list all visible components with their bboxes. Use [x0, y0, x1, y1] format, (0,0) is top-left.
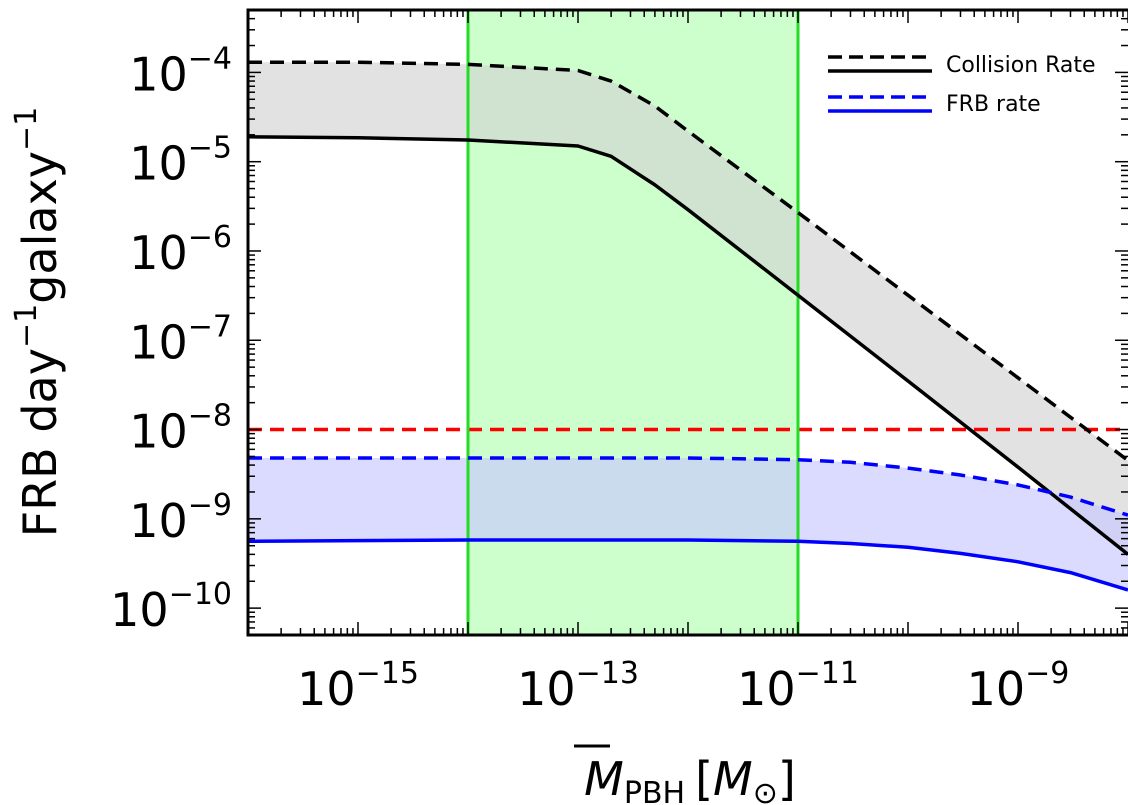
x-axis-subscript: PBH — [624, 776, 685, 805]
x-tick-label-exponent: −9 — [1025, 656, 1069, 691]
y-tick-label: 10−10 — [110, 577, 232, 637]
x-tick-label: 10−15 — [297, 656, 419, 716]
x-axis-title: MPBH [M⊙] — [584, 752, 796, 805]
y-tick-label: 10−9 — [129, 488, 232, 548]
y-tick-label: 10−5 — [129, 131, 232, 191]
frb-rate-upper-line — [248, 456, 1128, 517]
y-tick-label-exponent: −10 — [169, 577, 232, 612]
x-tick-label: 10−11 — [737, 656, 859, 716]
y-tick-label-base: 10 — [129, 226, 188, 280]
y-axis-part1: FRB day — [13, 348, 67, 537]
x-tick-label-exponent: −11 — [796, 656, 859, 691]
legend: Collision Rate FRB rate — [828, 53, 1096, 117]
x-tick-label-base: 10 — [297, 662, 356, 716]
y-tick-label-exponent: −9 — [188, 488, 232, 523]
y-tick-label-base: 10 — [129, 494, 188, 548]
y-tick-label: 10−4 — [129, 41, 232, 101]
plot-frame — [246, 8, 1128, 637]
legend-label-frb-rate: FRB rate — [946, 92, 1041, 117]
y-tick-label-exponent: −7 — [188, 309, 232, 344]
x-tick-label: 10−9 — [967, 656, 1070, 716]
collision-rate-band — [248, 62, 1128, 555]
y-tick-label-base: 10 — [129, 405, 188, 459]
y-tick-label-exponent: −6 — [188, 220, 232, 255]
x-axis-symbol: M — [584, 752, 624, 805]
frb-rate-lower-line — [248, 538, 1128, 592]
y-axis-title: FRB day−1galaxy−1 — [9, 107, 67, 538]
collision-rate-upper-line — [248, 60, 1128, 462]
y-axis-exp2: −1 — [9, 107, 44, 151]
y-tick-label-exponent: −4 — [188, 41, 232, 76]
y-tick-label: 10−8 — [129, 399, 232, 459]
x-tick-label: 10−13 — [517, 656, 639, 716]
x-tick-label-base: 10 — [737, 662, 796, 716]
x-tick-label-base: 10 — [967, 662, 1026, 716]
y-axis-part2: galaxy — [13, 151, 67, 304]
y-tick-label-exponent: −5 — [188, 131, 232, 166]
y-tick-label-base: 10 — [110, 583, 169, 637]
y-tick-label-base: 10 — [129, 315, 188, 369]
collision-rate-lower-line — [248, 135, 1128, 556]
x-axis-unit-close: ] — [778, 752, 796, 805]
y-tick-label-base: 10 — [129, 137, 188, 191]
x-axis-unit-subscript: ⊙ — [753, 776, 778, 805]
x-axis-unit-open: [ — [695, 752, 713, 805]
y-axis-exp1: −1 — [9, 304, 44, 348]
y-tick-label-base: 10 — [129, 47, 188, 101]
y-tick-label: 10−7 — [129, 309, 232, 369]
x-tick-label-exponent: −15 — [356, 656, 419, 691]
x-tick-label-base: 10 — [517, 662, 576, 716]
legend-label-collision-rate: Collision Rate — [946, 53, 1096, 78]
x-tick-label-exponent: −13 — [576, 656, 639, 691]
y-tick-label: 10−6 — [129, 220, 232, 280]
x-axis-unit-symbol: M — [713, 752, 753, 805]
y-tick-label-exponent: −8 — [188, 399, 232, 434]
